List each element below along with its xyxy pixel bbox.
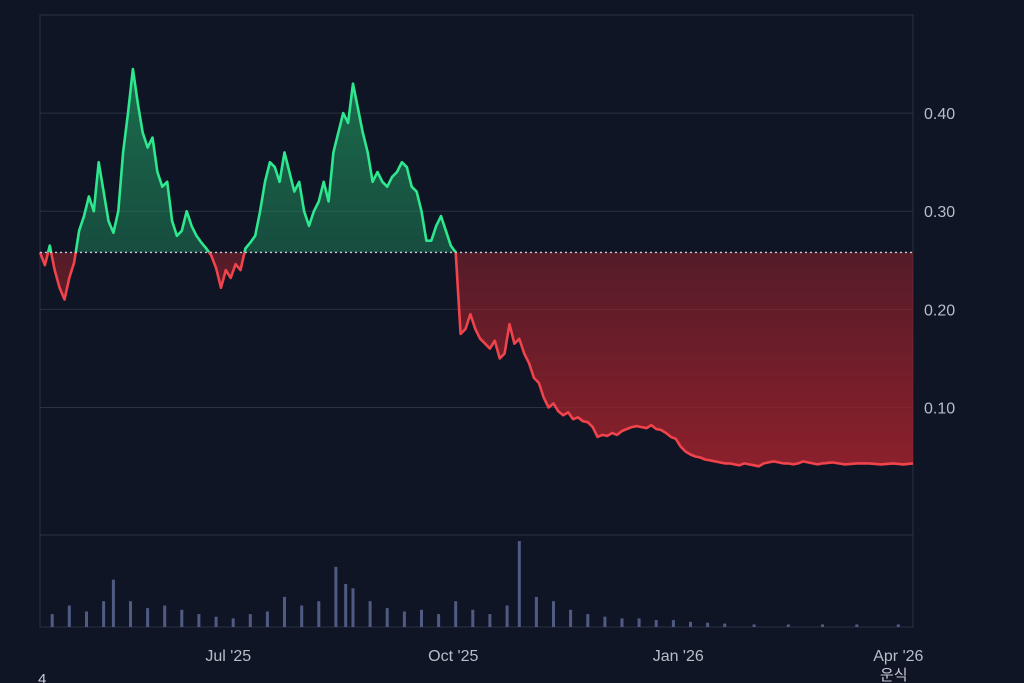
corner-right-label: 운식 (880, 667, 908, 683)
volume-bar (214, 616, 218, 627)
y-tick-label: 0.10 (924, 400, 955, 417)
price-line (38, 67, 914, 468)
price-line-up (39, 67, 458, 253)
volume-bar (248, 614, 252, 627)
volume-bar (552, 601, 555, 627)
price-line-down (38, 252, 914, 468)
volume-bar (129, 601, 132, 627)
volume-bar (723, 623, 727, 627)
volume-bar (821, 624, 824, 627)
volume-bar (265, 611, 269, 627)
y-tick-label: 0.30 (924, 204, 955, 221)
volume-bar (67, 605, 71, 627)
volume-bar (896, 624, 900, 627)
volume-bar (317, 601, 321, 627)
volume-bar (146, 608, 150, 627)
x-tick-label: Apr '26 (873, 648, 923, 665)
volume-bar (517, 541, 521, 627)
volume-bar (569, 609, 573, 627)
volume-bar (620, 618, 624, 627)
volume-bar (180, 609, 184, 627)
volume-bar (706, 622, 710, 627)
volume-bar (163, 605, 167, 627)
volume-bar (752, 624, 756, 627)
volume-bar (786, 624, 790, 627)
area-fill (40, 69, 913, 467)
volume-bar (420, 609, 423, 627)
volume-bar (454, 601, 458, 627)
volume-bar (505, 605, 509, 627)
volume-bar (654, 620, 658, 627)
x-axis: Jul '25 Oct '25 Jan '26 Apr '26 (205, 648, 923, 665)
volume-bar (402, 611, 406, 627)
volume-bar (855, 624, 859, 627)
volume-bar (197, 614, 201, 627)
volume-bar (351, 588, 355, 627)
volume-bar (111, 579, 115, 627)
volume-bar (437, 614, 441, 627)
area-fill-above-baseline (40, 69, 456, 253)
volume-bar (637, 618, 641, 627)
volume-bar (334, 566, 338, 627)
volume-bar (344, 584, 348, 627)
volume-bar (300, 605, 304, 627)
volume-bar (385, 608, 389, 627)
volume-bar (603, 616, 607, 627)
volume-bar (231, 618, 235, 627)
area-fill-below-baseline (40, 252, 913, 467)
volume-bar (283, 596, 286, 627)
volume-bar (85, 611, 88, 627)
y-tick-label: 0.40 (924, 106, 955, 123)
volume-bar (534, 596, 538, 627)
y-axis: 0.10 0.20 0.30 0.40 (924, 106, 955, 417)
volume-bar (671, 620, 675, 627)
x-tick-label: Oct '25 (428, 648, 478, 665)
volume-bar (471, 609, 475, 627)
volume-bar (586, 614, 590, 627)
volume-bar (368, 601, 372, 627)
corner-left-label: 4 (38, 671, 46, 683)
volume-bar (689, 621, 692, 627)
y-tick-label: 0.20 (924, 302, 955, 319)
x-tick-label: Jul '25 (205, 648, 251, 665)
volume-bar (50, 614, 54, 627)
x-tick-label: Jan '26 (653, 648, 704, 665)
volume-bar (102, 601, 106, 627)
volume-bars (50, 541, 900, 627)
volume-bar (488, 614, 492, 627)
